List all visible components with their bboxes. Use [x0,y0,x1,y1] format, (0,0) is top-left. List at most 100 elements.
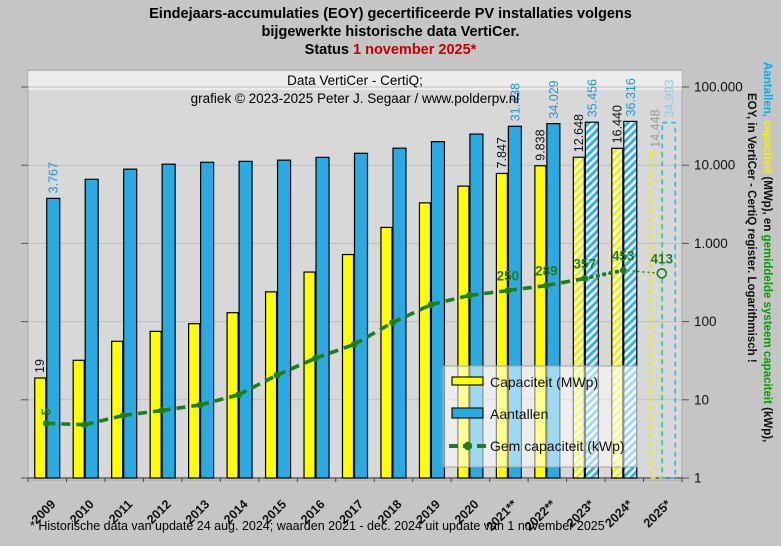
gem-capacity-point [619,266,627,274]
gem-capacity-point [81,421,89,429]
gem-capacity-value-label: 5 [39,408,54,415]
chart-source-title: Data VertiCer - CertiQ; [287,73,423,88]
gem-capacity-line-segment [391,302,432,325]
gem-capacity-value-label: 289 [535,264,558,279]
gem-capacity-value-label: 250 [497,268,520,283]
y-tick-label: 10 [694,392,709,407]
capacity-bar [534,165,547,479]
gem-capacity-line-segment [122,408,162,418]
capacity-bar [418,202,432,479]
gem-capacity-point [235,391,242,399]
capacity-value-label: 14.448 [649,109,663,147]
y-tick-label: 100 [694,314,717,329]
gem-capacity-point [504,287,512,294]
right-axis-label-line1: Aantallen, capaciteit (MWp), en gemiddel… [761,62,773,442]
gem-capacity-line-segment [582,268,626,281]
capacity-bar [572,156,585,479]
capacity-bar [380,226,393,479]
capacity-value-label: 16.440 [610,105,624,143]
gem-capacity-value-label: 453 [612,248,635,263]
aantallen-bar [123,168,138,479]
gem-capacity-point [466,292,473,299]
aantallen-value-label: 35.456 [585,79,599,117]
capacity-bar [457,185,470,479]
gem-capacity-point [542,282,550,289]
capacity-value-label: 12.648 [572,114,586,152]
legend-label-aantallen: Aantallen [490,406,548,422]
capacity-value-label: 7.847 [495,137,509,168]
y-tick-label: 1 [694,471,702,486]
chart-copyright: grafiek © 2023-2025 Peter J. Segaar / ww… [191,91,520,106]
legend-swatch-capaciteit [451,376,484,386]
aantallen-bar [276,159,292,479]
right-axis-label-capaciteit: capaciteit [761,117,773,173]
aantallen-bar [200,161,215,479]
right-axis-label-mwp: (MWp), en [761,173,773,234]
gem-capacity-point [158,407,166,414]
chart-title-line2: bijgewerkte historische data VertiCer. [261,24,520,40]
gem-capacity-point [350,341,358,348]
legend-label-capaciteit: Capaciteit (MWp) [490,374,598,390]
gem-capacity-point [389,319,396,327]
gem-capacity-line-segment [622,269,663,275]
footnote: * Historische data van update 24 aug. 20… [30,519,605,533]
aantallen-value-label: 34.993 [662,79,676,117]
aantallen-bar [353,152,369,479]
gem-capacity-value-label: 357 [574,256,597,271]
inner-title-band [28,71,682,90]
aantallen-bar [161,163,176,479]
capacity-bar [495,172,508,479]
y-tick-label: 10.000 [694,158,735,173]
right-axis-label-aantallen: Aantallen, [761,62,773,117]
gem-capacity-value-label: 413 [650,251,673,266]
gem-capacity-line-segment [430,293,470,307]
gem-capacity-point [581,274,589,282]
aantallen-value-label: 3.767 [47,162,61,193]
y-tick-label: 1.000 [694,236,728,251]
right-axis-label-gem-capaciteit: gemiddelde systeem capaciteit [761,235,773,405]
legend-label-gem-capaciteit: Gem capaciteit (kWp) [490,438,625,454]
aantallen-value-label: 36.316 [624,78,638,116]
gem-capacity-line-segment [46,421,85,427]
capacity-bar [188,323,201,479]
aantallen-bar [392,147,407,479]
gem-capacity-point [196,401,204,409]
gem-capacity-line-segment [161,403,201,413]
gem-capacity-point [42,419,50,427]
gem-capacity-point [119,412,127,419]
gem-capacity-line-segment [546,276,586,288]
gem-capacity-point-open [656,268,668,279]
aantallen-bar [238,160,253,479]
legend-marker-gem-capaciteit [463,441,473,451]
capacity-bar [611,147,624,479]
aantallen-bar [430,141,446,479]
chart-title-line1: Eindejaars-accumulaties (EOY) gecertific… [149,6,632,22]
capacity-value-label: 9.838 [533,129,547,160]
legend-swatch-aantallen [451,407,484,419]
gem-capacity-point [273,371,281,379]
gem-capacity-line-segment [469,288,509,298]
aantallen-bar [84,178,99,479]
capacity-bar [34,377,47,479]
chart-title: Eindejaars-accumulaties (EOY) gecertific… [0,5,781,59]
capacity-bar [303,271,316,479]
capacity-bar [649,151,663,479]
aantallen-bar [46,197,61,479]
capacity-bar [111,340,124,479]
capacity-bar [149,330,162,479]
gem-capacity-line-segment [84,413,124,427]
capacity-bar [264,291,278,479]
x-tick-label: 2025* [641,497,674,530]
aantallen-value-label: 31.438 [508,83,522,121]
legend: Capaciteit (MWp) Aantallen Gem capacitei… [442,365,638,468]
gem-capacity-line-segment [237,373,278,397]
status-date: 1 november 2025* [353,42,477,58]
gem-capacity-line-segment [199,393,240,407]
y-tick-label: 100.000 [694,80,743,95]
gem-capacity-line-segment [353,321,394,347]
capacity-bar [341,253,355,479]
right-axis-label-line2: EOY, in VertiCer - CertiQ register. Loga… [745,93,757,363]
aantallen-bar [315,156,330,479]
